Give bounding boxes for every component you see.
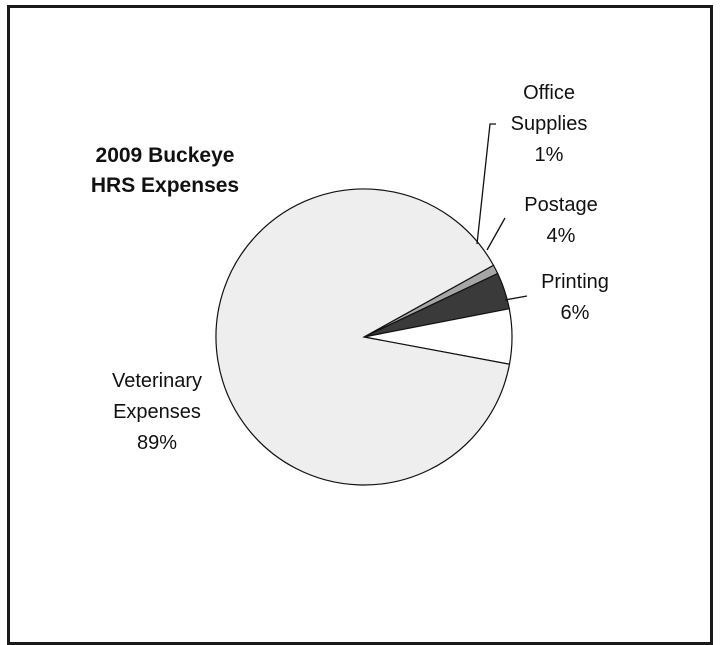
slice-label-veterinary-line-1: Veterinary <box>112 370 202 392</box>
slice-value-postage: 4% <box>547 225 576 247</box>
chart-title-line-2: HRS Expenses <box>91 174 239 197</box>
slice-label-postage: Postage <box>524 194 597 216</box>
pie-chart: 2009 Buckeye HRS Expenses Office Supplie… <box>91 82 609 486</box>
pie-slices <box>215 188 513 486</box>
pie-slice-veterinary-expenses <box>215 188 511 486</box>
slice-value-printing: 6% <box>561 302 590 324</box>
leader-line-postage <box>486 217 506 251</box>
slice-label-printing: Printing <box>541 271 609 293</box>
slice-label-office-supplies-line-2: Supplies <box>511 113 588 135</box>
leader-line-printing <box>504 295 528 301</box>
leader-line-office-supplies <box>476 123 496 245</box>
chart-title-line-1: 2009 Buckeye <box>96 144 235 167</box>
slice-label-office-supplies-line-1: Office <box>523 82 575 104</box>
slice-value-office-supplies: 1% <box>535 144 564 166</box>
slice-label-veterinary-line-2: Expenses <box>113 401 201 423</box>
slice-value-veterinary: 89% <box>137 432 177 454</box>
